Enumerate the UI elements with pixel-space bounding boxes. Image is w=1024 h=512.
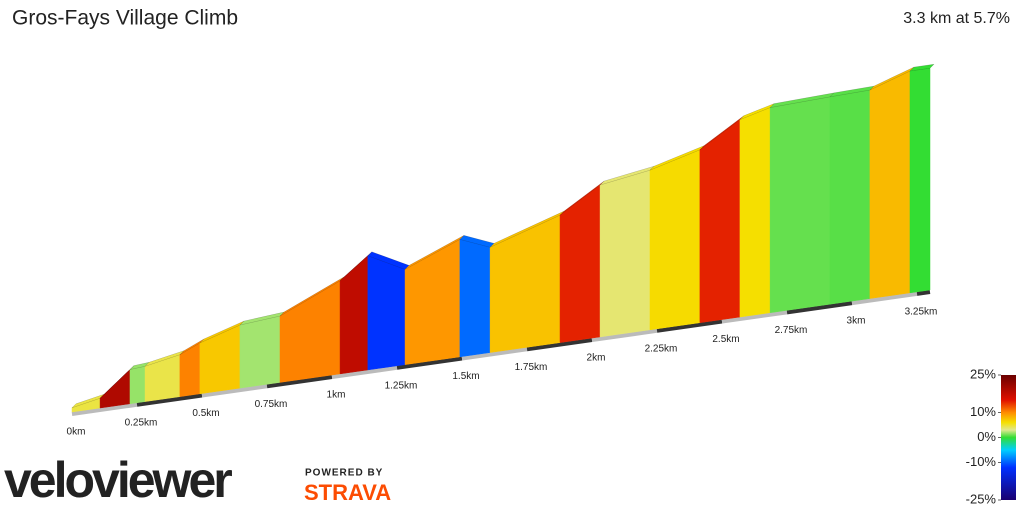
powered-by: POWERED BY bbox=[305, 468, 383, 479]
distance-axis bbox=[201, 384, 268, 398]
x-tick-label: 3km bbox=[847, 316, 866, 327]
distance-axis bbox=[591, 328, 658, 343]
profile-segment bbox=[339, 255, 369, 375]
x-tick-label: 1.5km bbox=[452, 371, 479, 382]
x-tick-label: 2.25km bbox=[645, 343, 678, 354]
distance-axis bbox=[656, 319, 723, 333]
profile-segment bbox=[199, 324, 241, 395]
chart-subtitle: 3.3 km at 5.7% bbox=[903, 10, 1010, 27]
x-tick-label: 1km bbox=[327, 390, 346, 401]
distance-axis bbox=[916, 290, 931, 296]
profile-segment bbox=[869, 70, 911, 299]
profile-segment bbox=[599, 169, 651, 338]
distance-axis bbox=[851, 291, 918, 306]
profile-segment bbox=[769, 96, 831, 314]
x-tick-label: 1.75km bbox=[515, 362, 548, 373]
x-tick-label: 0.25km bbox=[125, 417, 158, 428]
profile-segment bbox=[739, 107, 771, 318]
x-tick-label: 2.75km bbox=[775, 325, 808, 336]
distance-axis bbox=[331, 365, 398, 380]
profile-segment bbox=[489, 214, 561, 353]
profile-segment bbox=[129, 366, 146, 405]
x-tick-label: 0km bbox=[67, 427, 86, 438]
distance-axis bbox=[786, 301, 853, 315]
distance-axis bbox=[266, 375, 333, 389]
legend-tick-label: 25% bbox=[970, 366, 996, 381]
distance-axis bbox=[71, 402, 138, 416]
legend-tick-label: -10% bbox=[966, 454, 997, 469]
x-tick-label: 0.5km bbox=[192, 408, 219, 419]
legend-tick-label: 10% bbox=[970, 404, 996, 419]
legend-tick-label: -25% bbox=[966, 491, 997, 506]
logo: veloviewer bbox=[4, 452, 232, 508]
distance-axis bbox=[396, 356, 463, 370]
distance-axis bbox=[461, 347, 528, 361]
profile-segment bbox=[559, 184, 601, 343]
profile-segment bbox=[239, 315, 281, 389]
x-tick-label: 2km bbox=[587, 353, 606, 364]
profile-segment bbox=[99, 368, 131, 409]
legend-tick-label: 0% bbox=[977, 429, 996, 444]
x-tick-label: 3.25km bbox=[905, 306, 938, 317]
distance-axis bbox=[526, 338, 593, 352]
gradient-legend bbox=[1001, 375, 1016, 500]
chart-title: Gros-Fays Village Climb bbox=[12, 7, 238, 30]
profile-segment bbox=[404, 238, 461, 365]
x-tick-label: 1.25km bbox=[385, 380, 418, 391]
distance-axis bbox=[136, 393, 203, 407]
profile-segment bbox=[279, 280, 341, 383]
profile-segment bbox=[459, 239, 491, 358]
partner-logo: STRAVA bbox=[304, 480, 391, 505]
profile-segment bbox=[909, 67, 931, 294]
profile-segment bbox=[699, 119, 741, 324]
profile-segment bbox=[367, 255, 406, 371]
distance-axis bbox=[721, 310, 788, 324]
x-tick-label: 2.5km bbox=[712, 334, 739, 345]
x-tick-label: 0.75km bbox=[255, 399, 288, 410]
profile-top bbox=[909, 63, 935, 72]
profile-segment bbox=[829, 89, 871, 305]
profile-segment bbox=[649, 149, 701, 331]
